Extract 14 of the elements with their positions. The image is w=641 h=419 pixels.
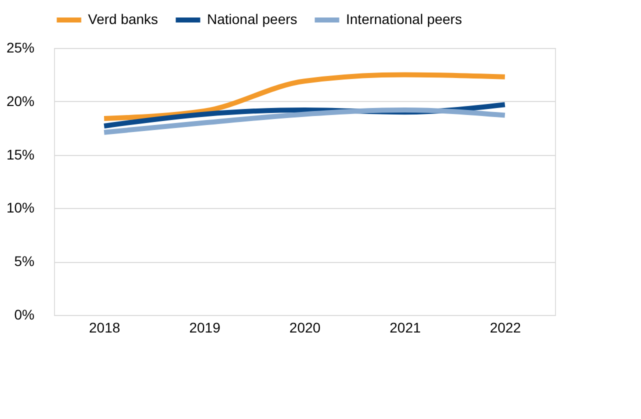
- x-tick-label: 2019: [189, 320, 221, 336]
- legend-label: National peers: [207, 11, 298, 27]
- x-tick-label: 2022: [490, 320, 522, 336]
- y-tick-label: 5%: [14, 253, 34, 270]
- y-tick-label: 15%: [6, 146, 34, 162]
- y-tick-label: 0%: [14, 306, 34, 322]
- x-tick-label: 2020: [289, 320, 321, 336]
- x-tick-label: 2021: [390, 320, 421, 336]
- legend-label: Verd banks: [88, 11, 158, 27]
- y-tick-label: 10%: [6, 200, 34, 216]
- x-tick-label: 2018: [89, 320, 120, 336]
- y-tick-label: 25%: [6, 40, 34, 56]
- legend-label: International peers: [346, 11, 462, 27]
- y-tick-label: 20%: [6, 92, 34, 109]
